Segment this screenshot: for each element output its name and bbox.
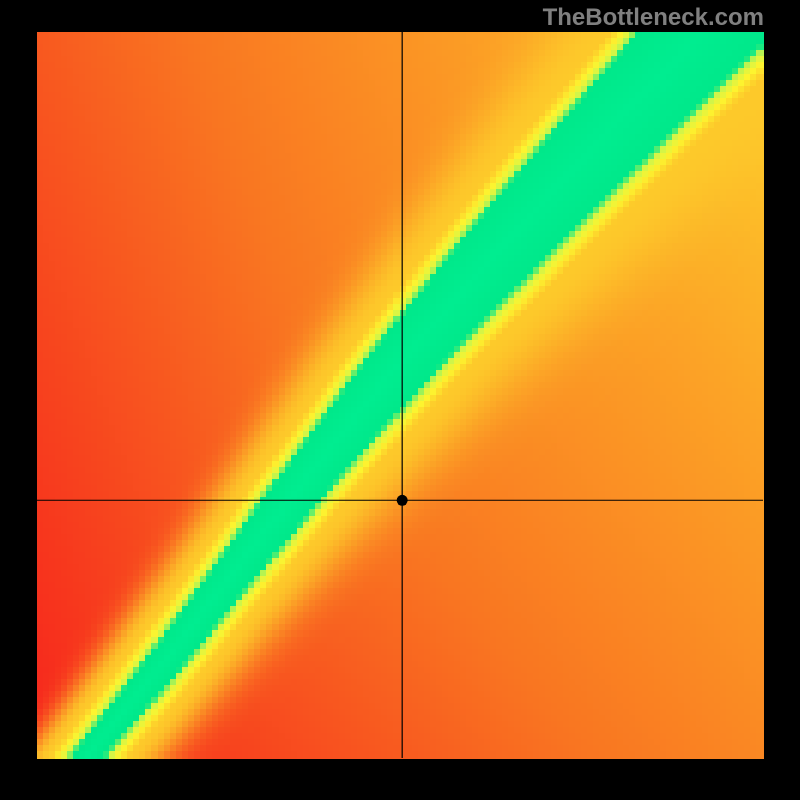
bottleneck-heatmap <box>0 0 800 800</box>
watermark-text: TheBottleneck.com <box>543 4 764 32</box>
